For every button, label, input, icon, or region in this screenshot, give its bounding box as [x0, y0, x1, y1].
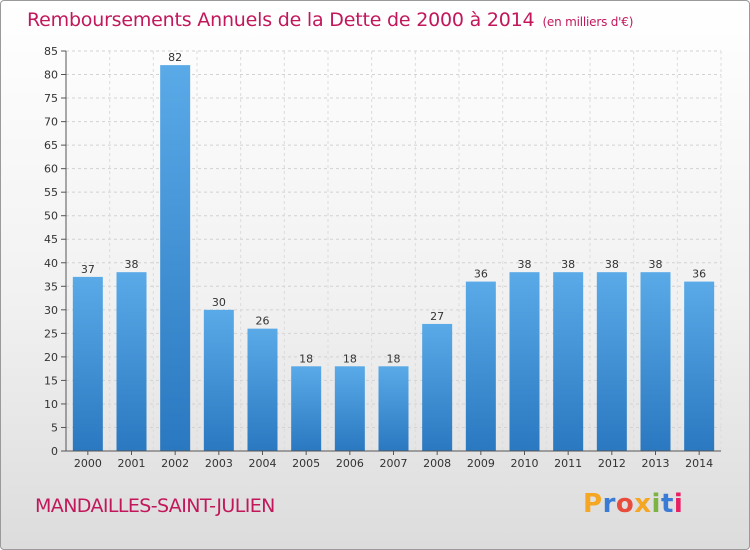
x-tick-label: 2000 [74, 457, 102, 470]
data-label: 27 [430, 310, 444, 323]
bar [684, 281, 715, 451]
bar [247, 328, 278, 451]
data-label: 82 [168, 51, 182, 64]
x-tick-label: 2011 [554, 457, 582, 470]
bar [160, 65, 191, 451]
y-tick-label: 0 [51, 445, 58, 458]
bar [509, 272, 540, 451]
bar [116, 272, 147, 451]
bar [291, 366, 322, 451]
data-label: 38 [561, 258, 575, 271]
logo-letter: t [660, 489, 674, 519]
x-tick-label: 2009 [467, 457, 495, 470]
data-label: 38 [649, 258, 663, 271]
bar [422, 323, 453, 451]
y-tick-label: 80 [44, 69, 58, 82]
y-tick-label: 45 [44, 233, 58, 246]
chart-subtitle: (en milliers d'€) [542, 15, 634, 29]
bar [72, 276, 103, 451]
y-tick-label: 20 [44, 351, 58, 364]
data-label: 18 [343, 352, 357, 365]
y-tick-label: 30 [44, 304, 58, 317]
x-tick-label: 2014 [685, 457, 713, 470]
bar [465, 281, 496, 451]
data-label: 38 [518, 258, 532, 271]
y-tick-label: 40 [44, 257, 58, 270]
commune-name: MANDAILLES-SAINT-JULIEN [35, 495, 275, 517]
bars [72, 65, 715, 451]
y-tick-label: 5 [51, 421, 58, 434]
axes: 0 5 10 15 20 25 30 35 40 45 50 55 60 65 70 75 80 85 [44, 45, 721, 458]
logo-letter: r [602, 489, 616, 519]
data-label: 18 [387, 352, 401, 365]
bar [553, 272, 584, 451]
y-tick-label: 10 [44, 398, 58, 411]
data-label: 36 [474, 268, 488, 281]
x-tick-label: 2001 [118, 457, 146, 470]
logo-letter: P [583, 489, 603, 519]
bar [334, 366, 365, 451]
chart-title: Remboursements Annuels de la Dette de 20… [27, 9, 633, 31]
logo-letter: i [651, 489, 661, 519]
y-tick-label: 65 [44, 139, 58, 152]
y-tick-label: 35 [44, 280, 58, 293]
data-label: 38 [125, 258, 139, 271]
y-tick-label: 25 [44, 327, 58, 340]
proxiti-logo: Proxiti [583, 489, 683, 519]
data-label: 30 [212, 296, 226, 309]
chart-title-text: Remboursements Annuels de la Dette de 20… [27, 9, 535, 31]
data-label: 36 [692, 268, 706, 281]
data-label: 37 [81, 263, 95, 276]
labels: 37 2000 38 2001 82 2002 30 2003 26 2004 18 2005 18 20… [74, 51, 713, 470]
x-tick-label: 2004 [249, 457, 277, 470]
y-tick-label: 75 [44, 92, 58, 105]
y-tick-label: 70 [44, 116, 58, 129]
y-tick-label: 55 [44, 186, 58, 199]
bar [596, 272, 627, 451]
data-label: 26 [256, 315, 270, 328]
logo-letter: i [673, 489, 684, 519]
x-tick-label: 2003 [205, 457, 233, 470]
y-tick-label: 60 [44, 163, 58, 176]
data-label: 38 [605, 258, 619, 271]
bar [640, 272, 671, 451]
bar [203, 309, 234, 451]
logo-letter: o [615, 489, 635, 519]
x-tick-label: 2013 [642, 457, 670, 470]
x-tick-label: 2012 [598, 457, 626, 470]
x-tick-label: 2010 [511, 457, 539, 470]
x-tick-label: 2007 [380, 457, 408, 470]
x-tick-label: 2008 [423, 457, 451, 470]
y-tick-label: 15 [44, 374, 58, 387]
y-tick-label: 85 [44, 45, 58, 58]
y-tick-label: 50 [44, 210, 58, 223]
bar [378, 366, 409, 451]
x-tick-label: 2002 [161, 457, 189, 470]
x-tick-label: 2005 [292, 457, 320, 470]
logo-letter: x [634, 489, 652, 519]
x-tick-label: 2006 [336, 457, 364, 470]
data-label: 18 [299, 352, 313, 365]
